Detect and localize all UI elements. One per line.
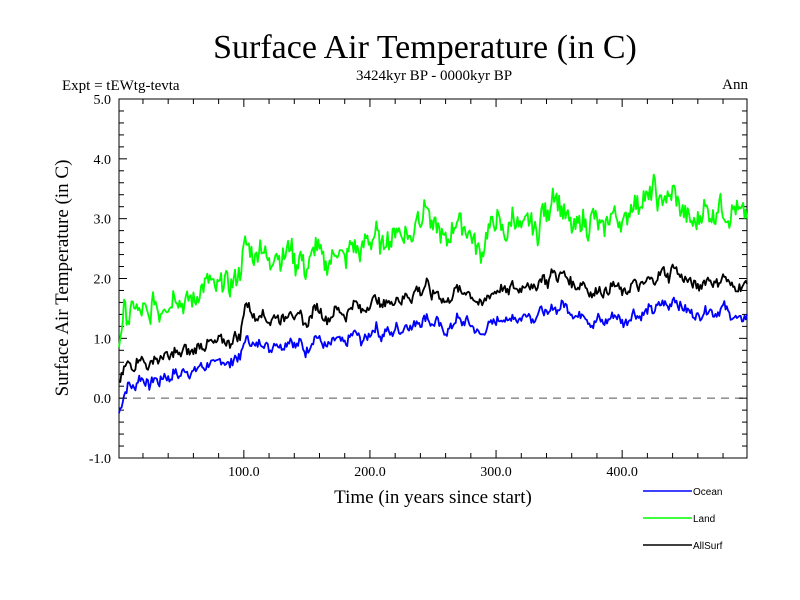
y-tick-label: -1.0: [89, 452, 111, 467]
x-tick-label: 200.0: [354, 465, 386, 480]
season-label: Ann: [722, 77, 748, 93]
legend: Ocean Land AllSurf: [643, 487, 723, 552]
legend-label-allsurf: AllSurf: [693, 541, 723, 552]
series-line-land: [118, 173, 748, 348]
legend-label-land: Land: [693, 514, 715, 525]
chart-subtitle: 3424kyr BP - 0000kyr BP: [356, 68, 512, 84]
y-axis-label: Surface Air Temperature (in C): [52, 160, 73, 397]
x-axis-label: Time (in years since start): [334, 487, 532, 508]
y-tick-label: 1.0: [94, 332, 112, 347]
y-tick-label: 0.0: [94, 392, 112, 407]
x-tick-label: 300.0: [480, 465, 512, 480]
y-tick-label: 4.0: [94, 153, 112, 168]
y-tick-label: 2.0: [94, 273, 112, 288]
y-tick-label: 5.0: [94, 93, 112, 108]
series-line-allsurf: [118, 263, 748, 383]
legend-label-ocean: Ocean: [693, 487, 722, 498]
experiment-label: Expt = tEWtg-tevta: [62, 78, 180, 94]
y-tick-label: 3.0: [94, 213, 112, 228]
x-tick-label: 400.0: [606, 465, 638, 480]
chart-title: Surface Air Temperature (in C): [213, 29, 637, 66]
plot-area: 100.0 200.0 300.0 400.0 -1.0 0.0 1.0 2.0 3.0 4.0 5…: [89, 93, 748, 480]
x-tick-label: 100.0: [228, 465, 260, 480]
series-line-ocean: [118, 296, 748, 414]
